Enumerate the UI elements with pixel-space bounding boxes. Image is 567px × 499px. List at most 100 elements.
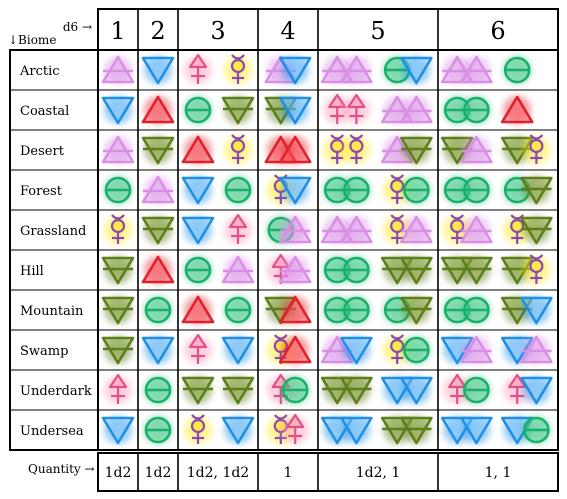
cell-undersea-4 (266, 413, 310, 444)
cell-swamp-2 (141, 336, 175, 365)
water-symbol-icon (520, 296, 553, 325)
fire-symbol-icon (181, 135, 215, 164)
cell-desert-1 (101, 135, 135, 164)
biome-label-desert: Desert (20, 144, 65, 159)
cell-undersea-1 (101, 416, 135, 445)
cell-mountain-4 (264, 295, 312, 325)
salt-symbol-icon (104, 176, 132, 204)
salt-symbol-icon (224, 176, 252, 204)
cell-underdark-1 (104, 373, 132, 404)
earth-symbol-icon (221, 376, 255, 405)
cell-arctic-4 (264, 55, 312, 85)
biome-label-arctic: Arctic (19, 64, 60, 79)
cell-undersea-2 (144, 416, 172, 444)
earth-symbol-icon (340, 376, 373, 405)
cell-arctic-6 (440, 55, 532, 84)
sulfur-symbol-icon (184, 333, 212, 364)
cell-hill-5 (323, 256, 433, 285)
mercury-symbol-icon (522, 134, 551, 164)
air-symbol-icon (278, 215, 312, 244)
mercury-symbol-icon (224, 134, 252, 164)
cell-hill-4 (266, 253, 312, 284)
cell-coastal-3 (184, 96, 255, 125)
cell-forest-6 (443, 176, 553, 205)
sulfur-symbol-icon (184, 53, 212, 84)
biome-label-coastal: Coastal (20, 104, 69, 119)
earth-symbol-icon (400, 416, 433, 445)
salt-symbol-icon (224, 296, 252, 324)
salt-symbol-icon (342, 256, 371, 284)
earth-symbol-icon (400, 296, 433, 325)
air-symbol-icon (141, 175, 175, 204)
earth-symbol-icon (520, 216, 553, 245)
fire-symbol-icon (500, 95, 534, 124)
salt-symbol-icon (462, 96, 491, 124)
cell-mountain-2 (144, 296, 172, 324)
cell-desert-3 (181, 134, 252, 164)
cell-grassland-2 (141, 216, 175, 245)
cell-mountain-5 (323, 296, 433, 325)
column-header-4: 4 (280, 17, 295, 45)
sulfur-symbol-icon (323, 93, 352, 124)
biome-label-hill: Hill (20, 264, 44, 279)
cell-coastal-6 (443, 95, 534, 124)
biome-label-mountain: Mountain (20, 304, 84, 319)
air-symbol-icon (101, 135, 135, 164)
mercury-symbol-icon (323, 134, 352, 164)
biome-label-swamp: Swamp (20, 344, 68, 359)
cell-arctic-1 (101, 55, 135, 84)
cell-arctic-2 (141, 56, 175, 85)
sulfur-symbol-icon (104, 373, 132, 404)
mercury-symbol-icon (383, 334, 412, 364)
biome-label-forest: Forest (20, 184, 63, 199)
air-symbol-icon (460, 215, 493, 244)
quantity-value-3: 1d2, 1d2 (187, 465, 249, 481)
water-symbol-icon (340, 336, 373, 365)
air-symbol-icon (520, 335, 553, 364)
water-symbol-icon (500, 416, 534, 445)
air-symbol-icon (460, 335, 493, 364)
cell-grassland-4 (266, 215, 312, 244)
cell-forest-1 (104, 176, 132, 204)
water-symbol-icon (278, 56, 312, 85)
earth-symbol-icon (141, 136, 175, 165)
fire-symbol-icon (141, 255, 175, 284)
air-symbol-icon (460, 135, 493, 164)
water-symbol-icon (340, 416, 373, 445)
salt-symbol-icon (402, 176, 431, 204)
air-symbol-icon (278, 255, 312, 284)
water-symbol-icon (278, 96, 312, 125)
column-header-1: 1 (110, 17, 125, 45)
column-header-2: 2 (150, 17, 165, 45)
earth-symbol-icon (221, 96, 255, 125)
cell-undersea-6 (440, 416, 551, 445)
cell-underdark-2 (144, 376, 172, 404)
mercury-symbol-icon (104, 214, 132, 244)
cell-mountain-6 (443, 296, 553, 325)
mercury-symbol-icon (184, 414, 212, 444)
water-symbol-icon (181, 216, 215, 245)
earth-symbol-icon (101, 296, 135, 325)
air-symbol-icon (221, 255, 255, 284)
salt-symbol-icon (184, 256, 212, 284)
earth-symbol-icon (400, 256, 433, 285)
mercury-symbol-icon (224, 54, 252, 84)
sulfur-symbol-icon (443, 373, 472, 404)
cell-hill-1 (101, 256, 135, 285)
cell-coastal-2 (141, 95, 175, 124)
salt-symbol-icon (323, 176, 352, 204)
biome-header-label: ↓Biome (8, 33, 56, 47)
column-header-5: 5 (370, 17, 385, 45)
salt-symbol-icon (503, 56, 532, 84)
water-symbol-icon (278, 176, 312, 205)
biome-label-underdark: Underdark (20, 384, 92, 399)
water-symbol-icon (101, 96, 135, 125)
cell-hill-3 (184, 255, 255, 284)
air-symbol-icon (460, 55, 493, 84)
cell-grassland-3 (181, 213, 252, 245)
salt-symbol-icon (462, 296, 491, 324)
cell-coastal-1 (101, 96, 135, 125)
quantity-value-1: 1d2 (105, 465, 132, 481)
earth-symbol-icon (101, 256, 135, 285)
